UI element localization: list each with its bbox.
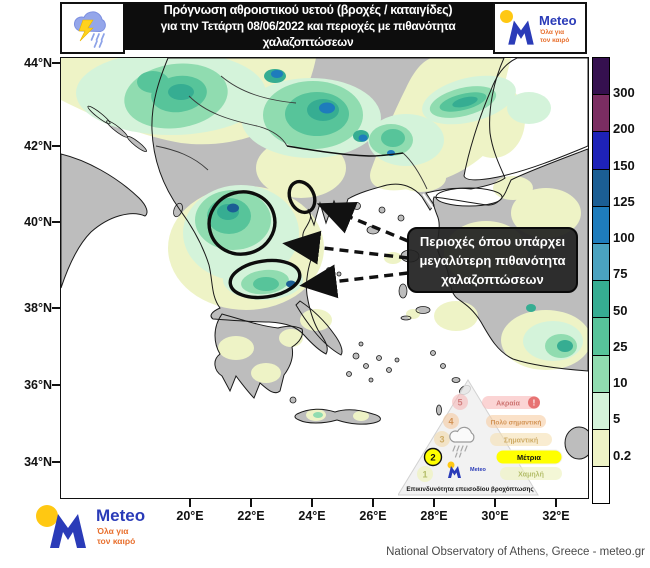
hail-note-line1: Περιοχές όπου υπάρχει (419, 233, 566, 249)
alert-icon: ! (533, 399, 536, 408)
hail-ellipse-chalkidiki (287, 179, 317, 215)
lon-label-26: 26°E (359, 509, 387, 523)
lat-label-38: 38°N (24, 301, 52, 315)
scale-label-25: 25 (613, 339, 628, 354)
scale-label-125: 125 (613, 194, 635, 209)
meteo-logo-dot-icon (36, 505, 58, 527)
scale-label-10: 10 (613, 375, 628, 390)
scale-label-75: 75 (613, 266, 628, 281)
active-level-pill (495, 449, 563, 465)
meteo-tagline-1: Όλα για (97, 526, 129, 536)
hail-ellipse-macedonia (207, 190, 277, 256)
pyramid-label-4: Πολύ σημαντική (491, 419, 542, 427)
lat-label-40: 40°N (24, 215, 52, 229)
active-level-circle (423, 447, 443, 467)
hail-area-ellipses (207, 179, 317, 300)
meteo-wordmark: Meteo (96, 506, 146, 525)
attribution: National Observatory of Athens, Greece -… (386, 546, 645, 558)
scale-label-5: 5 (613, 411, 621, 426)
lon-label-22: 22°E (237, 509, 265, 523)
scale-label-02: 0.2 (613, 448, 632, 463)
page-title: Πρόγνωση αθροιστικού υετού (βροχές / κατ… (123, 2, 493, 50)
pyramid-label-1: Χαμηλή (518, 471, 544, 479)
pyramid-num-3: 3 (439, 434, 444, 444)
pyramid-num-2: 2 (430, 453, 435, 464)
pointer-arrows (282, 201, 409, 299)
title-line1: Πρόγνωση αθροιστικού υετού (βροχές / κατ… (163, 3, 453, 17)
meteo-wordmark-small: Meteo (470, 467, 487, 473)
lon-label-30: 30°E (481, 509, 509, 523)
rain-cloud-icon (449, 426, 475, 458)
meteo-tagline-1: Όλα για (540, 29, 565, 36)
hail-note-line2: μεγαλύτερη πιθανότητα (419, 252, 566, 268)
hail-annotation-box: Περιοχές όπου υπάρχει μεγαλύτερη πιθανότ… (407, 227, 578, 293)
hail-note-line3: χαλαζοπτώσεων (441, 271, 544, 287)
pyramid-label-5: Ακραία (496, 401, 521, 408)
pyramid-num-4: 4 (448, 416, 453, 426)
pyramid-label-3: Σημαντική (504, 438, 538, 445)
country-borders (155, 75, 428, 190)
map-canvas (60, 51, 594, 460)
lon-label-28: 28°E (420, 509, 448, 523)
scale-label-100: 100 (613, 230, 635, 245)
scale-label-200: 200 (613, 121, 635, 136)
pyramid-label-2: Μέτρια (517, 453, 541, 462)
meteo-m-icon (508, 20, 534, 45)
hazard-pyramid: Ακραία ! Πολύ σημαντική Σημαντική Μέτρια… (398, 379, 563, 496)
lat-label-44: 44°N (24, 56, 52, 70)
lat-label-36: 36°N (24, 378, 52, 392)
meteo-tagline-2: τον καιρό (97, 536, 136, 546)
lon-label-20: 20°E (176, 509, 204, 523)
scale-label-150: 150 (613, 158, 635, 173)
meteo-logo-pyramid: Meteo (447, 461, 487, 478)
storm-icon-box (60, 2, 125, 54)
scale-label-300: 300 (613, 85, 635, 100)
precipitation-scale (592, 57, 610, 505)
meteo-logo-dot-icon (500, 10, 513, 23)
meteo-tagline-2: τον καιρό (540, 37, 570, 44)
lat-label-42: 42°N (24, 139, 52, 153)
pyramid-caption: Επικινδυνότητα επεισοδίου βροχόπτωσης (406, 486, 534, 493)
meteo-logo-footer: Meteo Όλα για τον καιρό (36, 500, 196, 554)
precipitation-layer (61, 51, 591, 421)
title-line2: για την Τετάρτη 08/06/2022 και περιοχές … (160, 19, 456, 49)
lon-label-32: 32°E (542, 509, 570, 523)
meteo-logo-header: Meteo Όλα για τον καιρό (493, 2, 587, 54)
pyramid-num-1: 1 (422, 469, 427, 479)
meteo-m-icon (50, 514, 86, 548)
meteo-wordmark: Meteo (539, 13, 577, 28)
pyramid-num-5: 5 (457, 397, 462, 407)
lon-label-24: 24°E (298, 509, 326, 523)
lat-label-34: 34°N (24, 455, 52, 469)
storm-icon (73, 11, 106, 48)
scale-label-50: 50 (613, 303, 628, 318)
